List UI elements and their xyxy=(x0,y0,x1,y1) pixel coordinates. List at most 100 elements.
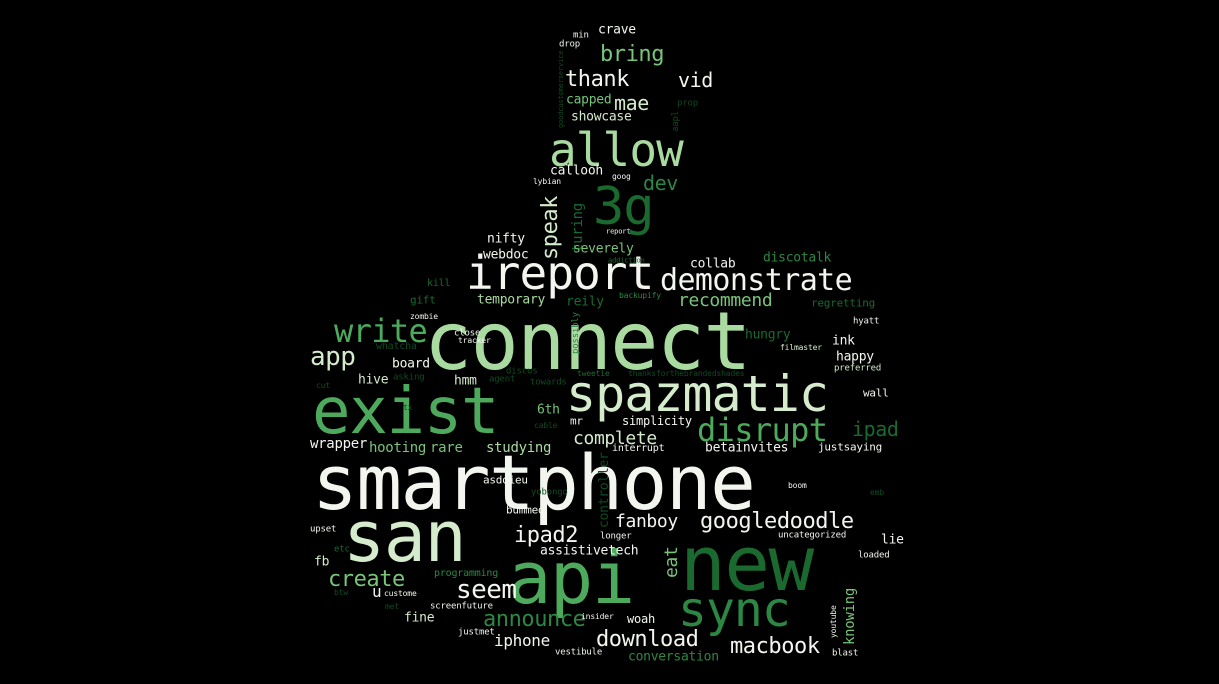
word-spazmatic: spazmatic xyxy=(566,365,829,423)
word-conversation: conversation xyxy=(628,649,719,665)
word-capped: capped xyxy=(566,92,612,108)
word-recommend: recommend xyxy=(678,290,773,311)
word-app: app xyxy=(310,342,356,372)
word-googledoodle: googledoodle xyxy=(700,509,854,534)
word-nifty: nifty xyxy=(487,231,525,247)
word-etc: etc xyxy=(334,544,350,555)
word-cable: cable xyxy=(534,421,558,430)
word-3g: 3g xyxy=(593,177,655,237)
word-addiction: addiction xyxy=(608,256,645,265)
word-bummed: bummed xyxy=(506,503,545,517)
word-u: u xyxy=(372,582,382,601)
word-drop: drop xyxy=(559,39,580,50)
word-upset: upset xyxy=(310,524,337,535)
word-fb: fb xyxy=(314,554,330,570)
word-yobongo: yobongo xyxy=(531,487,568,498)
word-webdoc: webdoc xyxy=(483,247,529,263)
word-hyatt: hyatt xyxy=(853,316,880,327)
word-tx: tx xyxy=(403,403,413,412)
word-speak: speak xyxy=(538,195,563,260)
word-uncategorized: uncategorized xyxy=(778,530,847,541)
word-exist: exist xyxy=(312,375,500,449)
word-programming: programming xyxy=(434,568,499,579)
word-lie: lie xyxy=(881,532,904,548)
word-wall: wall xyxy=(863,386,889,400)
word-boom: boom xyxy=(788,481,807,490)
word-write: write xyxy=(334,312,428,350)
word-create: create xyxy=(328,567,405,592)
word-bring: bring xyxy=(600,42,665,67)
word-youtube: youtube xyxy=(829,605,838,638)
word-towards: towards xyxy=(530,377,567,388)
word-whatcha: whatcha xyxy=(376,341,417,352)
word-discus: discus xyxy=(506,366,538,377)
word-new: new xyxy=(680,519,814,608)
word-controller: controller xyxy=(597,452,612,528)
word-fine: fine xyxy=(404,610,435,626)
word-asddieu: asddieu xyxy=(483,473,528,487)
word-ipad: ipad xyxy=(852,417,899,441)
word-hmm: hmm xyxy=(454,373,477,389)
word-mr: mr xyxy=(570,414,583,428)
word-goog: goog xyxy=(612,172,631,181)
word-tracker: tracker xyxy=(458,336,491,345)
word-emb: emb xyxy=(870,488,884,497)
word-preferred: preferred xyxy=(834,363,882,374)
word-wrapper: wrapper xyxy=(310,436,368,452)
word-zombie: zombie xyxy=(410,312,438,321)
word-justmet: justmet xyxy=(458,627,495,638)
word-assistivetech: assistivetech xyxy=(540,543,639,559)
word-showcase: showcase xyxy=(571,109,632,125)
word-thank: thank xyxy=(565,67,630,92)
word-demonstrate: demonstrate xyxy=(660,263,853,298)
word-gift: gift xyxy=(410,293,436,307)
word-connect: connect xyxy=(424,295,752,388)
word-rare: rare xyxy=(430,440,463,456)
word-filmaster: filmaster xyxy=(780,343,822,352)
word-insider: insider xyxy=(581,612,614,621)
word-possibly: possibly xyxy=(571,312,581,354)
word-report: report xyxy=(606,227,631,236)
word-hungry: hungry xyxy=(745,327,791,343)
word-happy: happy xyxy=(836,349,874,365)
word-severely: severely xyxy=(573,241,634,257)
word-close: close xyxy=(454,328,481,339)
word-ireport: ireport xyxy=(466,246,654,300)
word-agent: agent xyxy=(489,374,516,385)
word-ink: ink xyxy=(832,333,855,349)
word-discotalk: discotalk xyxy=(763,250,832,266)
word-mae: mae xyxy=(614,91,649,115)
word-san: san xyxy=(343,496,467,578)
word-justsaying: justsaying xyxy=(818,440,883,454)
word-hive: hive xyxy=(358,372,389,388)
word-betainvites: betainvites xyxy=(705,440,789,456)
word-interrupt: interrupt xyxy=(612,443,665,454)
word-allow: allow xyxy=(549,123,684,177)
word-6th: 6th xyxy=(537,402,560,418)
word-backupify: backupify xyxy=(619,291,661,300)
word-kill: kill xyxy=(427,278,451,289)
word-simplicity: simplicity xyxy=(622,414,692,428)
word-temporary: temporary xyxy=(477,292,546,308)
word-fanboy: fanboy xyxy=(615,511,678,532)
word-announce: announce xyxy=(483,607,586,632)
word-download: download xyxy=(596,627,699,652)
word-min: min xyxy=(573,30,589,41)
word-blast: blast xyxy=(832,648,859,659)
word-asking: asking xyxy=(393,372,425,383)
word-board: board xyxy=(392,356,430,372)
word-lybian: lybian xyxy=(533,177,561,186)
word-screenfuture: screenfuture xyxy=(430,601,493,612)
word-dev: dev xyxy=(643,171,678,195)
word-crave: crave xyxy=(598,22,636,38)
word-prop: prop xyxy=(677,98,698,109)
word-btw: btw xyxy=(334,588,348,597)
word-eat: eat xyxy=(661,546,682,578)
word-ipad2: ipad2 xyxy=(514,523,579,548)
word-collab: collab xyxy=(690,256,736,272)
word-sync: sync xyxy=(678,582,791,638)
word-disrupt: disrupt xyxy=(697,411,828,449)
word-api: api xyxy=(508,536,635,620)
word-callooh: callooh xyxy=(550,163,603,179)
